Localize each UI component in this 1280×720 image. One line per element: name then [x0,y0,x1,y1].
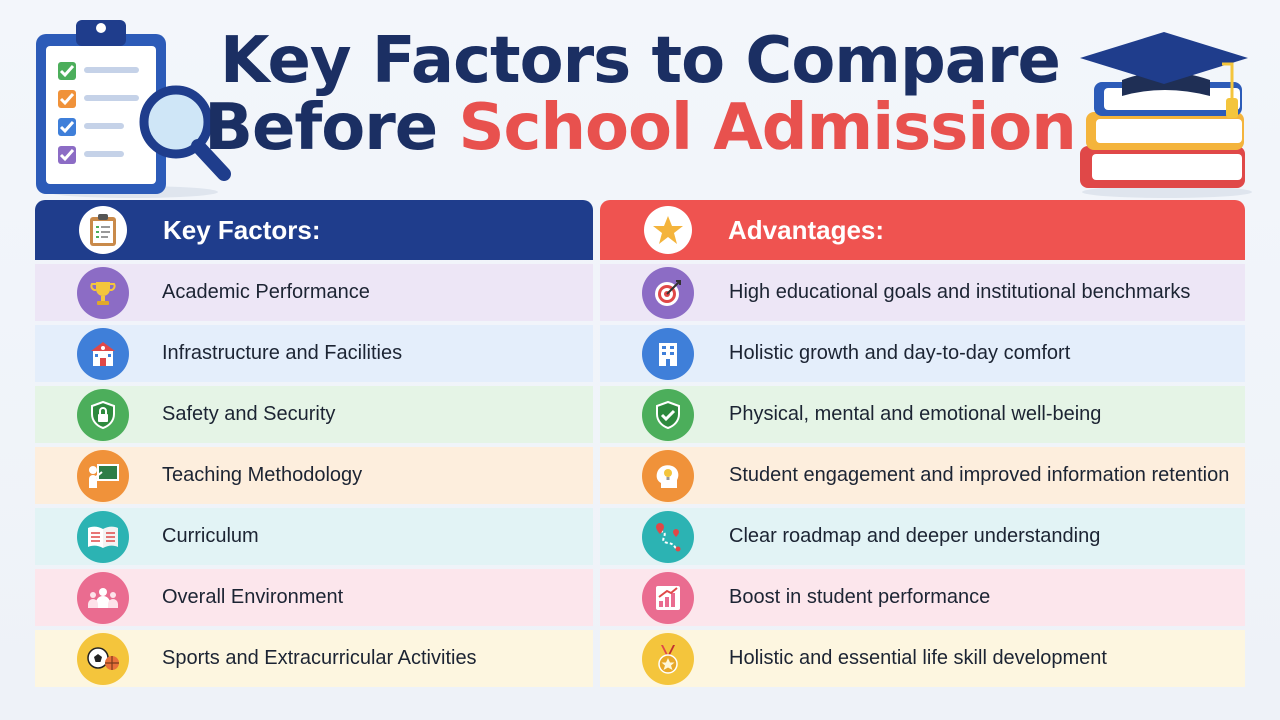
advantage-label: High educational goals and institutional… [729,281,1191,303]
advantage-label: Student engagement and improved informat… [729,464,1230,486]
factor-label: Infrastructure and Facilities [162,342,403,364]
advantage-row: Boost in student performance [600,569,1245,626]
roadmap-icon [642,510,694,563]
advantage-row: Clear roadmap and deeper understanding [600,508,1245,565]
key-factors-title: Key Factors: [163,214,321,245]
factor-row: Sports and Extracurricular Activities [35,630,593,687]
advantage-row: Holistic and essential life skill develo… [600,630,1245,687]
factor-label: Teaching Methodology [162,464,363,486]
key-factors-header: Key Factors: [35,200,593,260]
advantage-label: Physical, mental and emotional well-bein… [729,403,1102,425]
title-line-1: Key Factors to Compare [220,24,1061,98]
factor-row: Curriculum [35,508,593,565]
advantage-row: Student engagement and improved informat… [600,447,1245,504]
books-graduation-cap-illustration [1080,32,1252,198]
advantage-row: Holistic growth and day-to-day comfort [600,325,1245,382]
title-line-2-part-1: Before [204,91,438,166]
open-book-icon [77,510,129,563]
factor-row: Infrastructure and Facilities [35,325,593,382]
clipboard-magnifier-illustration [36,20,231,198]
advantage-label: Clear roadmap and deeper understanding [729,525,1101,547]
medal-icon [642,632,694,685]
factor-row: Academic Performance [35,264,593,321]
people-group-icon [77,571,129,624]
target-icon [642,266,694,319]
advantage-row: Physical, mental and emotional well-bein… [600,386,1245,443]
sports-balls-icon [77,632,129,685]
factor-row: Teaching Methodology [35,447,593,504]
factor-label: Curriculum [162,525,259,547]
factor-label: Academic Performance [162,281,370,303]
shield-check-icon [642,388,694,441]
shield-lock-icon [77,388,129,441]
advantage-label: Holistic growth and day-to-day comfort [729,342,1071,364]
advantages-title: Advantages: [728,214,885,245]
trophy-icon [77,266,129,319]
advantage-label: Boost in student performance [729,586,991,608]
school-building-icon [77,327,129,380]
key-factors-panel: Key Factors: Academic Performance Infras… [35,200,593,687]
advantage-row: High educational goals and institutional… [600,264,1245,321]
advantages-panel: Advantages: High educational goals and i… [600,200,1245,687]
teacher-board-icon [77,449,129,502]
growth-chart-icon [642,571,694,624]
factor-label: Sports and Extracurricular Activities [162,647,477,669]
head-lightbulb-icon [642,449,694,502]
factor-label: Overall Environment [162,586,344,608]
factor-row: Overall Environment [35,569,593,626]
building-icon [642,327,694,380]
title-line-2-part-2: School Admission [458,91,1076,166]
star-icon [644,206,692,254]
factor-row: Safety and Security [35,386,593,443]
advantages-header: Advantages: [600,200,1245,260]
advantage-label: Holistic and essential life skill develo… [729,647,1107,669]
factor-label: Safety and Security [162,403,336,425]
clipboard-icon [79,206,127,254]
page-title: Key Factors to Compare Before School Adm… [0,24,1280,166]
